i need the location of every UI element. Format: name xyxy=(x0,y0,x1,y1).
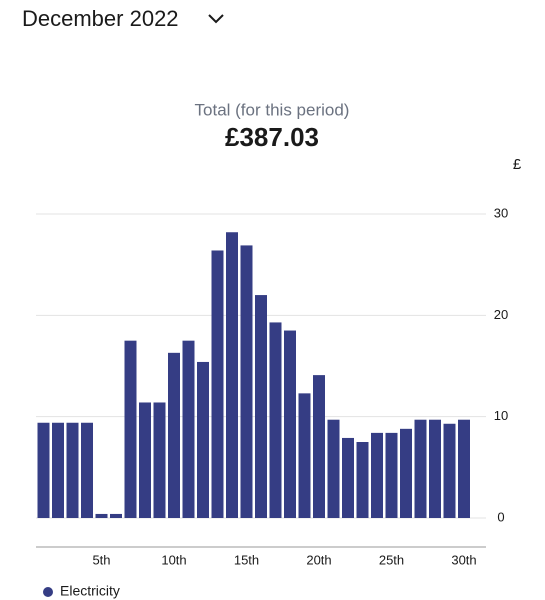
bar xyxy=(240,245,253,518)
period-title[interactable]: December 2022 xyxy=(22,6,179,31)
bar xyxy=(458,419,470,518)
bar xyxy=(327,419,340,518)
bar xyxy=(400,428,412,518)
x-tick-label: 15th xyxy=(234,552,259,567)
bar xyxy=(95,513,108,518)
bar xyxy=(139,402,151,518)
bar xyxy=(153,402,166,518)
legend-label: Electricity xyxy=(60,583,120,599)
y-tick-label: 30 xyxy=(494,205,508,220)
x-tick-label: 20th xyxy=(306,552,331,567)
bar xyxy=(443,423,456,518)
bar xyxy=(211,250,224,519)
y-tick-label: 10 xyxy=(494,408,508,423)
bar xyxy=(197,361,209,518)
bar xyxy=(182,340,195,518)
bar xyxy=(37,422,50,518)
chevron[interactable] xyxy=(208,14,224,24)
bar xyxy=(226,232,238,519)
bar xyxy=(356,442,369,518)
x-tick-label: 30th xyxy=(451,552,476,567)
bar xyxy=(371,432,383,518)
bar xyxy=(284,330,296,518)
y-axis-label: £ xyxy=(513,156,522,173)
bar xyxy=(124,340,137,518)
bar xyxy=(168,352,180,518)
x-tick-label: 25th xyxy=(379,552,404,567)
y-tick-label: 0 xyxy=(497,509,504,524)
y-tick-label: 20 xyxy=(494,307,508,322)
bar xyxy=(269,322,282,518)
x-tick-label: 5th xyxy=(92,552,110,567)
bar xyxy=(414,419,427,518)
bar xyxy=(52,422,64,518)
bar xyxy=(66,422,79,518)
bar xyxy=(255,295,267,518)
bar xyxy=(298,393,311,518)
legend-swatch xyxy=(43,587,53,597)
bar xyxy=(429,419,441,518)
total-label: Total (for this period) xyxy=(195,100,350,119)
bar xyxy=(110,513,122,518)
bar xyxy=(313,375,325,518)
total-value: £387.03 xyxy=(225,122,319,152)
x-tick-label: 10th xyxy=(161,552,186,567)
bar xyxy=(385,432,398,518)
bar xyxy=(81,422,93,518)
bar xyxy=(342,437,354,518)
